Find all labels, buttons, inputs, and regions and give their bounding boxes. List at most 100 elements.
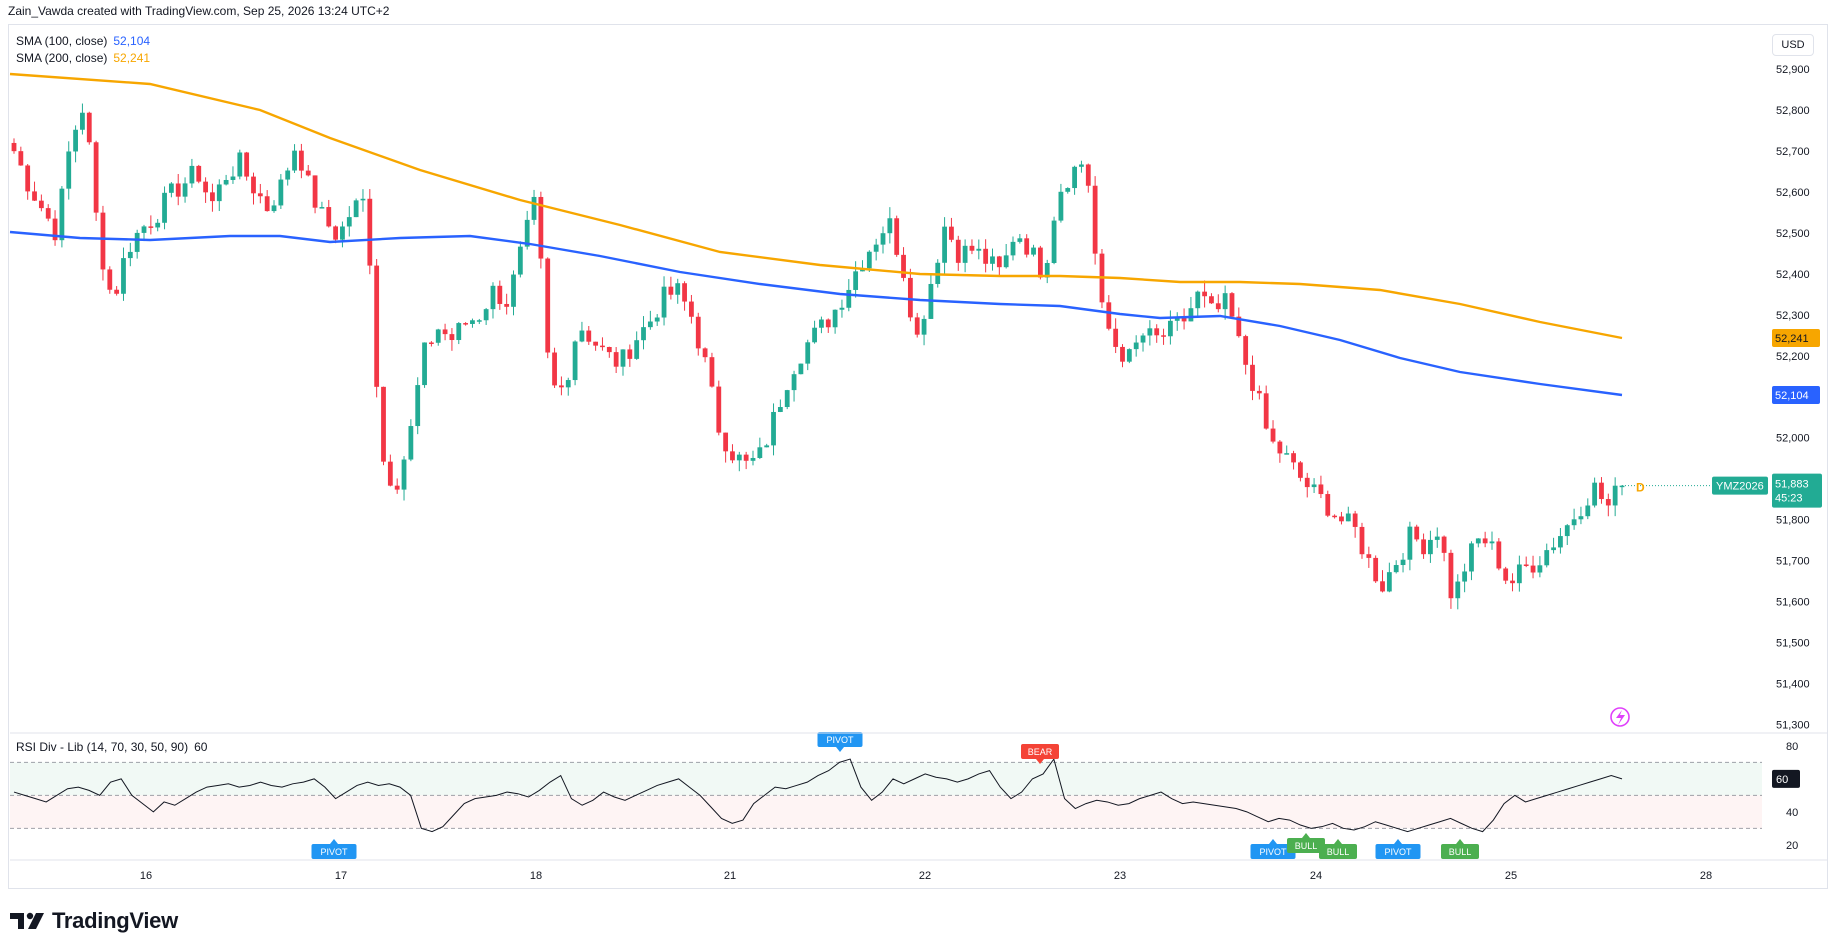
candle-body	[86, 112, 92, 143]
candle-body	[976, 248, 982, 251]
candle-body	[374, 265, 380, 387]
candle-body	[805, 342, 811, 364]
signal-badge-text: PIVOT	[1259, 847, 1287, 857]
candle-body	[552, 352, 557, 386]
legend-rsi[interactable]: RSI Div - Lib (14, 70, 30, 50, 90) 60	[16, 740, 207, 754]
candle-body	[340, 226, 345, 240]
candle-body	[18, 151, 24, 166]
candle-body	[559, 385, 564, 388]
candle-body	[969, 245, 975, 251]
tradingview-logo-icon	[10, 912, 44, 929]
legend-sma100[interactable]: SMA (100, close) 52,104	[16, 34, 150, 48]
signal-badge-pointer	[836, 747, 844, 752]
signal-badge-bull[interactable]: BULL	[1287, 833, 1325, 853]
candle-body	[1578, 516, 1584, 520]
signal-badge-pivot[interactable]: PIVOT	[311, 839, 357, 859]
sma100-price-tag-text: 52,104	[1775, 390, 1809, 402]
candle-body	[942, 226, 947, 263]
candle-body	[73, 129, 78, 152]
candle-body	[387, 461, 393, 486]
signal-badge-pointer	[1394, 839, 1402, 844]
currency-button[interactable]: USD	[1772, 34, 1814, 56]
candle-body	[408, 426, 414, 460]
signal-badge-text: PIVOT	[320, 847, 348, 857]
candle-body	[415, 385, 421, 427]
sma100-price-tag[interactable]: 52,104	[1772, 386, 1820, 404]
candle-body	[832, 309, 838, 328]
candle-body	[996, 256, 1002, 268]
signal-badge-pivot[interactable]: PIVOT	[817, 732, 863, 752]
candle-body	[586, 330, 592, 342]
symbol-badge-text: YMZ2026	[1716, 481, 1764, 493]
legend-sma200-label: SMA (200, close)	[16, 51, 108, 65]
candle-body	[1161, 335, 1166, 337]
candle-body	[155, 222, 161, 228]
candle-body	[1072, 166, 1077, 189]
candle-body	[1366, 554, 1372, 558]
dividend-marker[interactable]: D	[1636, 481, 1645, 495]
price-tags: 52,241 52,104 51,883 45:23 YMZ2026 60	[1712, 329, 1822, 788]
candle-body	[1318, 484, 1324, 495]
time-tick-label: 28	[1700, 870, 1712, 882]
signal-badge-text: BULL	[1327, 847, 1350, 857]
candle-body	[210, 192, 215, 202]
candle-body	[1585, 505, 1591, 517]
sma200-line	[9, 72, 1623, 340]
candle-body	[1140, 335, 1146, 343]
candle-body	[716, 386, 722, 433]
candle-body	[647, 321, 653, 328]
candle-body	[1058, 191, 1064, 221]
price-pane: D	[9, 72, 1762, 610]
candle-body	[244, 152, 250, 177]
time-tick-label: 18	[530, 870, 542, 882]
candle-body	[668, 286, 674, 295]
candle-body	[1558, 536, 1563, 548]
candle-body	[1605, 499, 1611, 506]
price-tick-label: 52,400	[1776, 269, 1810, 281]
lightning-icon[interactable]	[1610, 707, 1630, 727]
tradingview-logo[interactable]: TradingView	[10, 908, 178, 934]
rsi-value-tag[interactable]: 60	[1772, 769, 1800, 788]
candle-body	[613, 352, 619, 367]
candle-body	[1024, 238, 1030, 255]
price-tick-label: 52,600	[1776, 187, 1810, 199]
candle-body	[442, 329, 448, 335]
candle-body	[1544, 550, 1550, 566]
signal-badge-pivot[interactable]: PIVOT	[1375, 839, 1421, 859]
candle-body	[381, 386, 386, 462]
legend-sma200[interactable]: SMA (200, close) 52,241	[16, 51, 150, 65]
signal-badge-pivot[interactable]: PIVOT	[1250, 839, 1296, 859]
signal-badge-bear[interactable]: BEAR	[1021, 744, 1059, 764]
price-tick-label: 51,300	[1776, 720, 1810, 732]
last-price-badge[interactable]: 51,883 45:23	[1772, 473, 1822, 508]
signal-badge-bull[interactable]: BULL	[1441, 839, 1479, 859]
candle-body	[25, 165, 31, 192]
candle-body	[1311, 484, 1317, 488]
symbol-badge[interactable]: YMZ2026	[1712, 476, 1768, 495]
candle-body	[1031, 247, 1036, 255]
candle-body	[326, 207, 332, 227]
candle-body	[168, 183, 174, 193]
signal-badge-bg	[817, 732, 863, 747]
candle-body	[675, 283, 681, 295]
candle-body	[1284, 453, 1290, 455]
candle-body	[162, 192, 167, 223]
sma200-price-tag[interactable]: 52,241	[1772, 329, 1820, 347]
candle-body	[1345, 513, 1351, 522]
candle-body	[1085, 164, 1091, 186]
candle-body	[565, 380, 571, 388]
signal-badge-bg	[311, 844, 357, 859]
candle-body	[127, 251, 133, 259]
candle-body	[114, 289, 120, 294]
legend-rsi-label: RSI Div - Lib (14, 70, 30, 50, 90)	[16, 740, 189, 754]
rsi-line	[13, 757, 1623, 833]
candle-body	[1612, 485, 1618, 506]
candle-body	[346, 217, 352, 227]
candle-body	[1414, 526, 1420, 540]
price-tick-label: 51,800	[1776, 515, 1810, 527]
candle-body	[1250, 364, 1255, 391]
candle-body	[1154, 328, 1160, 336]
candle-body	[689, 301, 694, 317]
signal-badge-bull[interactable]: BULL	[1319, 839, 1357, 859]
